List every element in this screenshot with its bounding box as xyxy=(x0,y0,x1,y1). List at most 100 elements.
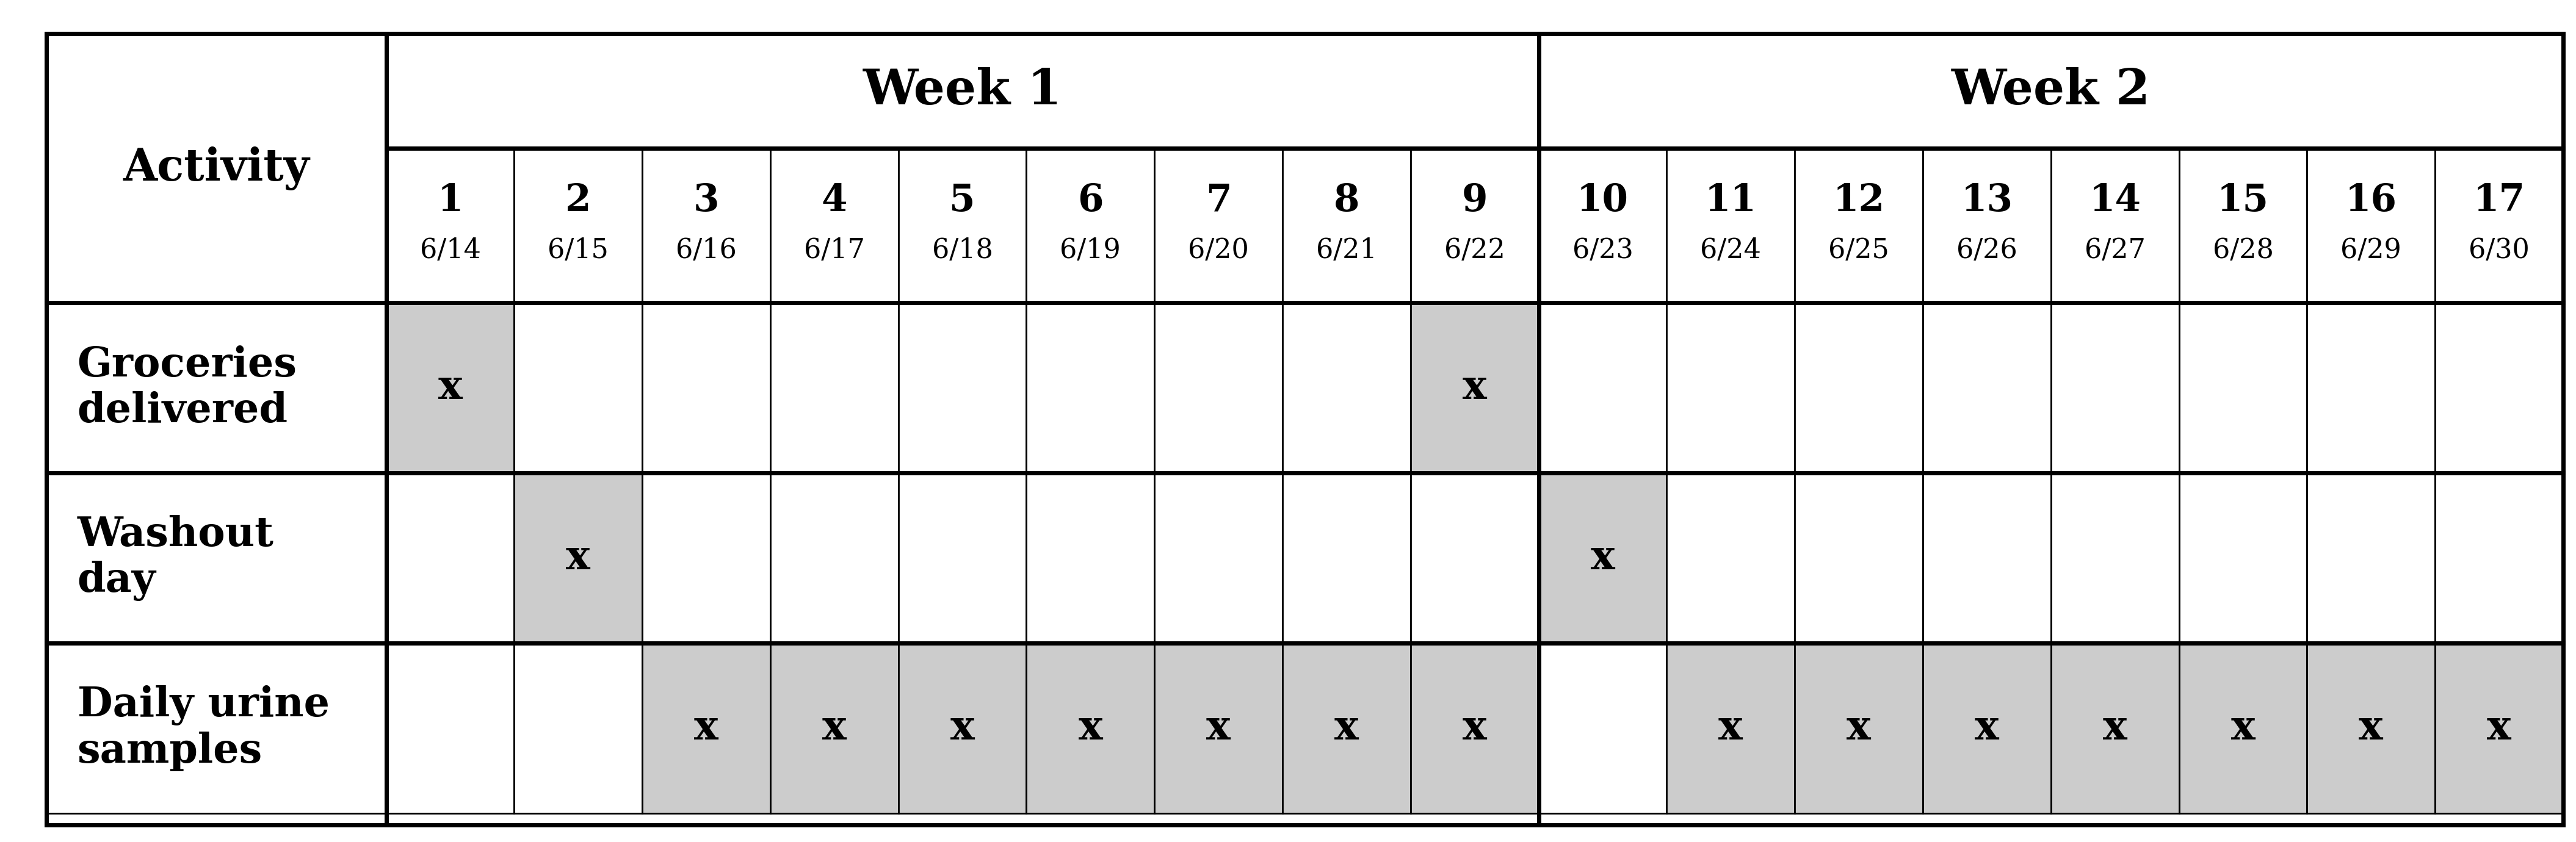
Text: 5: 5 xyxy=(951,183,976,219)
Bar xyxy=(2434,473,2563,643)
Bar xyxy=(1412,473,1538,643)
Text: 6/25: 6/25 xyxy=(1829,237,1888,264)
Bar xyxy=(1922,148,2050,303)
Bar xyxy=(1795,643,1922,813)
Text: 1: 1 xyxy=(438,183,464,219)
Text: 6/24: 6/24 xyxy=(1700,237,1762,264)
Text: 15: 15 xyxy=(2218,183,2269,219)
Text: 6/29: 6/29 xyxy=(2342,237,2401,264)
Bar xyxy=(899,643,1025,813)
Bar xyxy=(515,643,641,813)
Bar xyxy=(386,34,1538,148)
Text: 6/17: 6/17 xyxy=(804,237,866,264)
Bar xyxy=(1283,643,1412,813)
Text: 8: 8 xyxy=(1334,183,1360,219)
Text: Daily urine
samples: Daily urine samples xyxy=(77,685,330,771)
Bar xyxy=(1795,303,1922,473)
Text: 17: 17 xyxy=(2473,183,2524,219)
Bar xyxy=(1412,303,1538,473)
Text: 12: 12 xyxy=(1832,183,1886,219)
Bar xyxy=(1154,148,1283,303)
Text: x: x xyxy=(693,708,719,748)
Text: x: x xyxy=(2231,708,2254,748)
Bar xyxy=(770,643,899,813)
Text: 14: 14 xyxy=(2089,183,2141,219)
Text: x: x xyxy=(1847,708,1870,748)
Text: 6/22: 6/22 xyxy=(1445,237,1504,264)
Bar xyxy=(1667,148,1795,303)
Text: x: x xyxy=(951,708,974,748)
Bar xyxy=(1154,303,1283,473)
Bar xyxy=(2050,473,2179,643)
Bar xyxy=(2308,473,2434,643)
Bar xyxy=(1538,34,2563,148)
Bar xyxy=(46,473,386,643)
Bar xyxy=(1538,303,1667,473)
Bar xyxy=(770,303,899,473)
Text: 6/30: 6/30 xyxy=(2468,237,2530,264)
Bar xyxy=(899,473,1025,643)
Bar xyxy=(1922,303,2050,473)
Text: x: x xyxy=(2486,708,2512,748)
Text: 2: 2 xyxy=(564,183,592,219)
Bar xyxy=(1667,303,1795,473)
Text: 6/16: 6/16 xyxy=(675,237,737,264)
Bar xyxy=(2308,303,2434,473)
Text: x: x xyxy=(1206,708,1231,748)
Bar xyxy=(1795,473,1922,643)
Text: 3: 3 xyxy=(693,183,719,219)
Bar xyxy=(1538,473,1667,643)
Bar xyxy=(770,148,899,303)
Text: 10: 10 xyxy=(1577,183,1628,219)
Bar xyxy=(1025,303,1154,473)
Bar xyxy=(1922,643,2050,813)
Text: Activity: Activity xyxy=(124,147,309,190)
Text: 9: 9 xyxy=(1461,183,1486,219)
Bar xyxy=(1412,643,1538,813)
Bar xyxy=(1795,148,1922,303)
Bar xyxy=(2308,148,2434,303)
Text: Week 1: Week 1 xyxy=(863,67,1061,115)
Bar xyxy=(2179,473,2308,643)
Bar xyxy=(2308,643,2434,813)
Text: 7: 7 xyxy=(1206,183,1231,219)
Text: x: x xyxy=(822,708,848,748)
Text: Week 2: Week 2 xyxy=(1953,67,2151,115)
Text: x: x xyxy=(1334,708,1358,748)
Bar xyxy=(1283,473,1412,643)
Bar xyxy=(515,148,641,303)
Bar xyxy=(386,303,515,473)
Bar xyxy=(1412,148,1538,303)
Text: 6/20: 6/20 xyxy=(1188,237,1249,264)
Bar xyxy=(2434,303,2563,473)
Text: x: x xyxy=(438,368,461,408)
Text: 6/21: 6/21 xyxy=(1316,237,1378,264)
Bar xyxy=(515,473,641,643)
Bar xyxy=(515,303,641,473)
Bar xyxy=(1667,643,1795,813)
Bar xyxy=(46,34,386,303)
Text: x: x xyxy=(1718,708,1744,748)
Bar xyxy=(641,643,770,813)
Text: x: x xyxy=(1976,708,1999,748)
Bar xyxy=(46,643,386,813)
Text: 4: 4 xyxy=(822,183,848,219)
Bar xyxy=(641,148,770,303)
Bar xyxy=(641,303,770,473)
Text: 16: 16 xyxy=(2344,183,2398,219)
Bar xyxy=(386,643,515,813)
Bar xyxy=(386,473,515,643)
Text: x: x xyxy=(2102,708,2128,748)
Text: 6/14: 6/14 xyxy=(420,237,482,264)
Text: x: x xyxy=(2360,708,2383,748)
Bar xyxy=(1538,148,1667,303)
Bar xyxy=(1283,303,1412,473)
Text: 13: 13 xyxy=(1960,183,2012,219)
Text: 6/23: 6/23 xyxy=(1571,237,1633,264)
Bar xyxy=(1667,473,1795,643)
Bar xyxy=(2434,643,2563,813)
Bar xyxy=(770,473,899,643)
Bar xyxy=(1283,148,1412,303)
Text: x: x xyxy=(567,538,590,578)
Text: 6/19: 6/19 xyxy=(1059,237,1121,264)
